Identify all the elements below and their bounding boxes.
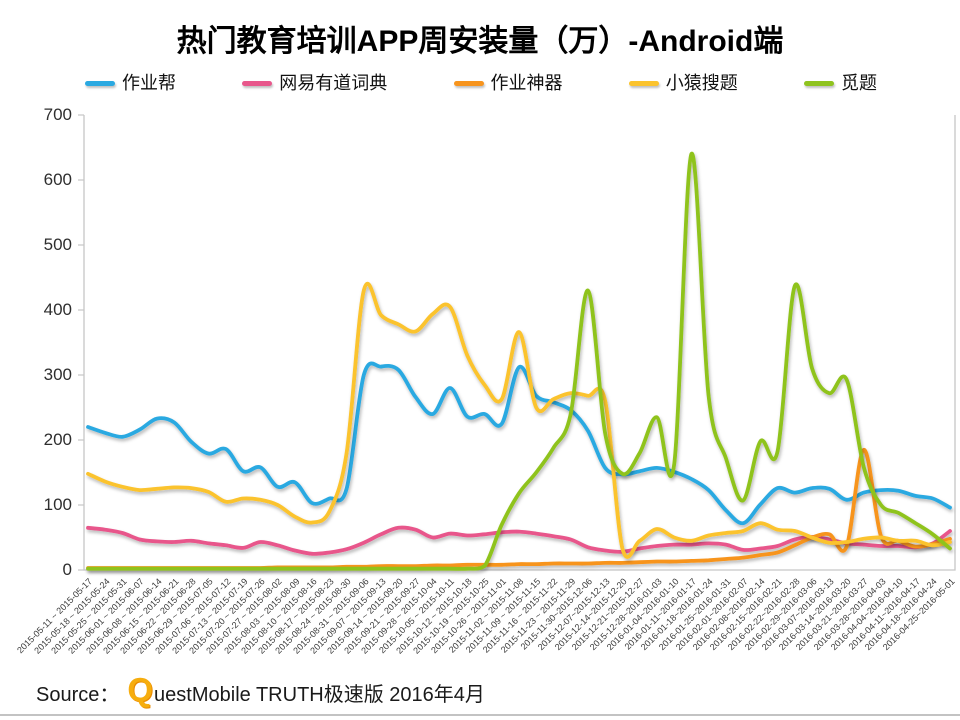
footer-divider [0, 714, 960, 716]
series-line-1 [86, 361, 952, 526]
y-axis-label: 100 [43, 495, 72, 514]
legend-marker-green [804, 80, 834, 86]
source-label: Source： [36, 684, 120, 706]
y-axis-label: 700 [43, 105, 72, 124]
legend-item-zuoyeshenqi: 作业神器 [453, 73, 563, 93]
y-axis-label: 500 [43, 235, 72, 254]
chart-title: 热门教育培训APP周安装量（万）-Android端 [176, 25, 784, 58]
legend-marker-pink [242, 80, 273, 86]
axis-frame [83, 115, 956, 571]
legend-item-youdao: 网易有道词典 [242, 74, 387, 92]
legend-item-zuoyebang: 作业帮 [85, 74, 176, 92]
legend-label: 网易有道词典 [279, 73, 388, 93]
legend-marker-yellow [628, 80, 659, 86]
legend-label: 作业神器 [490, 73, 563, 93]
y-axis-label: 0 [62, 560, 72, 579]
legend-marker-blue [85, 80, 115, 86]
y-axis-label: 300 [43, 365, 72, 384]
source-line: Source： Q uestMobile TRUTH极速版 2016年4月 [36, 671, 485, 708]
legend-label: 觅题 [841, 73, 877, 93]
y-axis-label: 200 [43, 430, 72, 449]
legend: 作业帮 网易有道词典 作业神器 小猿搜题 觅题 [85, 70, 877, 96]
legend-label: 作业帮 [122, 73, 176, 93]
y-axis-label: 600 [43, 170, 72, 189]
y-axis-label: 400 [43, 300, 72, 319]
series-line-4 [86, 281, 952, 559]
legend-label: 小猿搜题 [665, 73, 738, 93]
series-line-3 [86, 447, 952, 570]
legend-item-miti: 觅题 [804, 74, 877, 92]
legend-item-xiaoyuansouti: 小猿搜题 [628, 73, 738, 93]
questmobile-logo: Q [127, 671, 154, 708]
legend-marker-orange [453, 80, 484, 86]
source-text: uestMobile TRUTH极速版 2016年4月 [154, 684, 485, 706]
series-line-5 [86, 152, 952, 571]
